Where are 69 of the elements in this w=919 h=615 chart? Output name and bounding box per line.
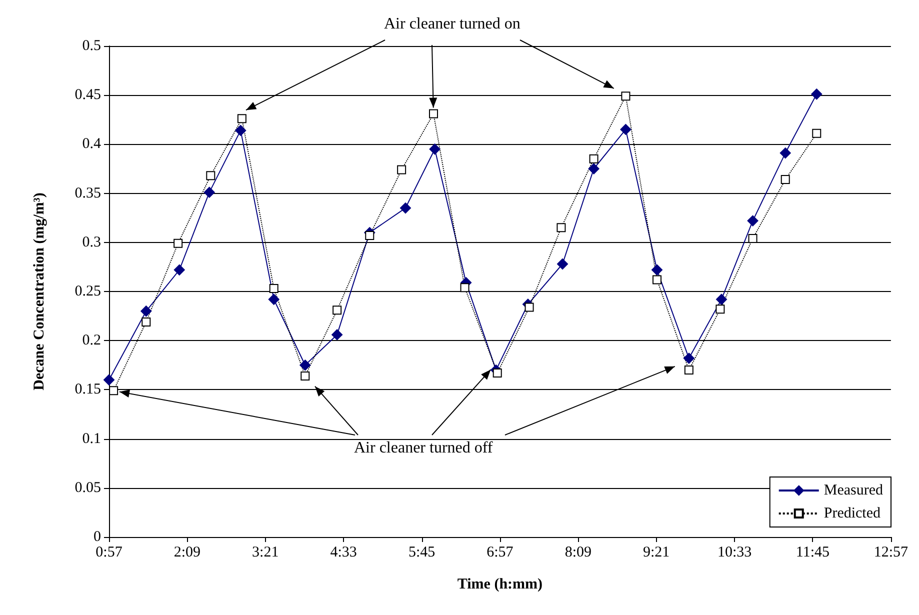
point: [780, 148, 791, 159]
legend-label: Predicted: [824, 506, 881, 522]
point: [206, 171, 216, 180]
point: [300, 360, 311, 371]
annotation: Air cleaner turned off: [354, 440, 494, 456]
point: [429, 144, 440, 155]
y-tick-label: 0.15: [74, 382, 101, 398]
point: [460, 283, 470, 292]
x-tick-label: 8:09: [564, 544, 592, 560]
point: [140, 306, 152, 317]
y-tick-label: 0.1: [82, 430, 101, 447]
point: [109, 386, 118, 396]
point: [621, 92, 630, 101]
point: [716, 294, 727, 305]
annotation: Air cleaner turned on: [384, 16, 520, 32]
x-tick-label: 2:09: [174, 544, 201, 560]
point: [811, 88, 822, 100]
point: [365, 231, 374, 240]
point: [716, 304, 725, 314]
x-tick-label: 11:45: [796, 544, 830, 560]
y-tick-label: 0.35: [74, 185, 101, 202]
y-tick-label: 0.4: [82, 136, 102, 152]
x-tick-label: 9:21: [643, 544, 670, 560]
point: [651, 264, 662, 276]
point: [428, 109, 438, 118]
y-tick-label: 0.05: [74, 480, 101, 496]
point: [174, 264, 185, 276]
point: [174, 238, 183, 248]
point: [268, 294, 280, 305]
point: [142, 317, 151, 326]
point: [620, 124, 632, 135]
x-axis-title: Time (h:mm): [457, 576, 543, 592]
point: [780, 175, 790, 184]
point: [556, 223, 566, 232]
point: [524, 302, 534, 312]
x-tick-label: 10:33: [717, 544, 752, 560]
legend-label: Measured: [824, 482, 884, 498]
point: [400, 202, 411, 214]
point: [332, 329, 343, 340]
point: [235, 124, 246, 136]
x-tick-label: 0:57: [96, 544, 123, 560]
point: [589, 154, 598, 164]
point: [747, 215, 758, 226]
point: [684, 366, 694, 375]
y-tick-label: 0.25: [74, 284, 101, 300]
x-tick-label: 5:45: [408, 544, 436, 560]
x-tick-label: 12:57: [874, 544, 908, 560]
point: [812, 128, 822, 138]
point: [557, 258, 568, 270]
y-tick-label: 0.3: [82, 234, 101, 250]
point: [652, 275, 662, 284]
point: [588, 163, 600, 174]
x-tick-label: 4:33: [330, 544, 357, 560]
point: [237, 114, 246, 124]
point: [269, 284, 278, 294]
point: [300, 371, 310, 380]
x-tick-label: 3:21: [252, 544, 279, 560]
y-tick-label: 0: [94, 529, 101, 545]
y-tick-label: 0.45: [74, 87, 101, 104]
point: [204, 186, 215, 198]
y-axis-title: Decane Concentration (mg/m³): [32, 192, 48, 390]
x-tick-label: 6:57: [486, 544, 514, 560]
point: [683, 352, 694, 364]
point: [104, 374, 114, 386]
y-tick-label: 0.2: [82, 332, 101, 349]
point: [332, 306, 342, 315]
point: [397, 165, 406, 174]
y-tick-label: 0.5: [82, 38, 101, 54]
point: [492, 368, 502, 378]
